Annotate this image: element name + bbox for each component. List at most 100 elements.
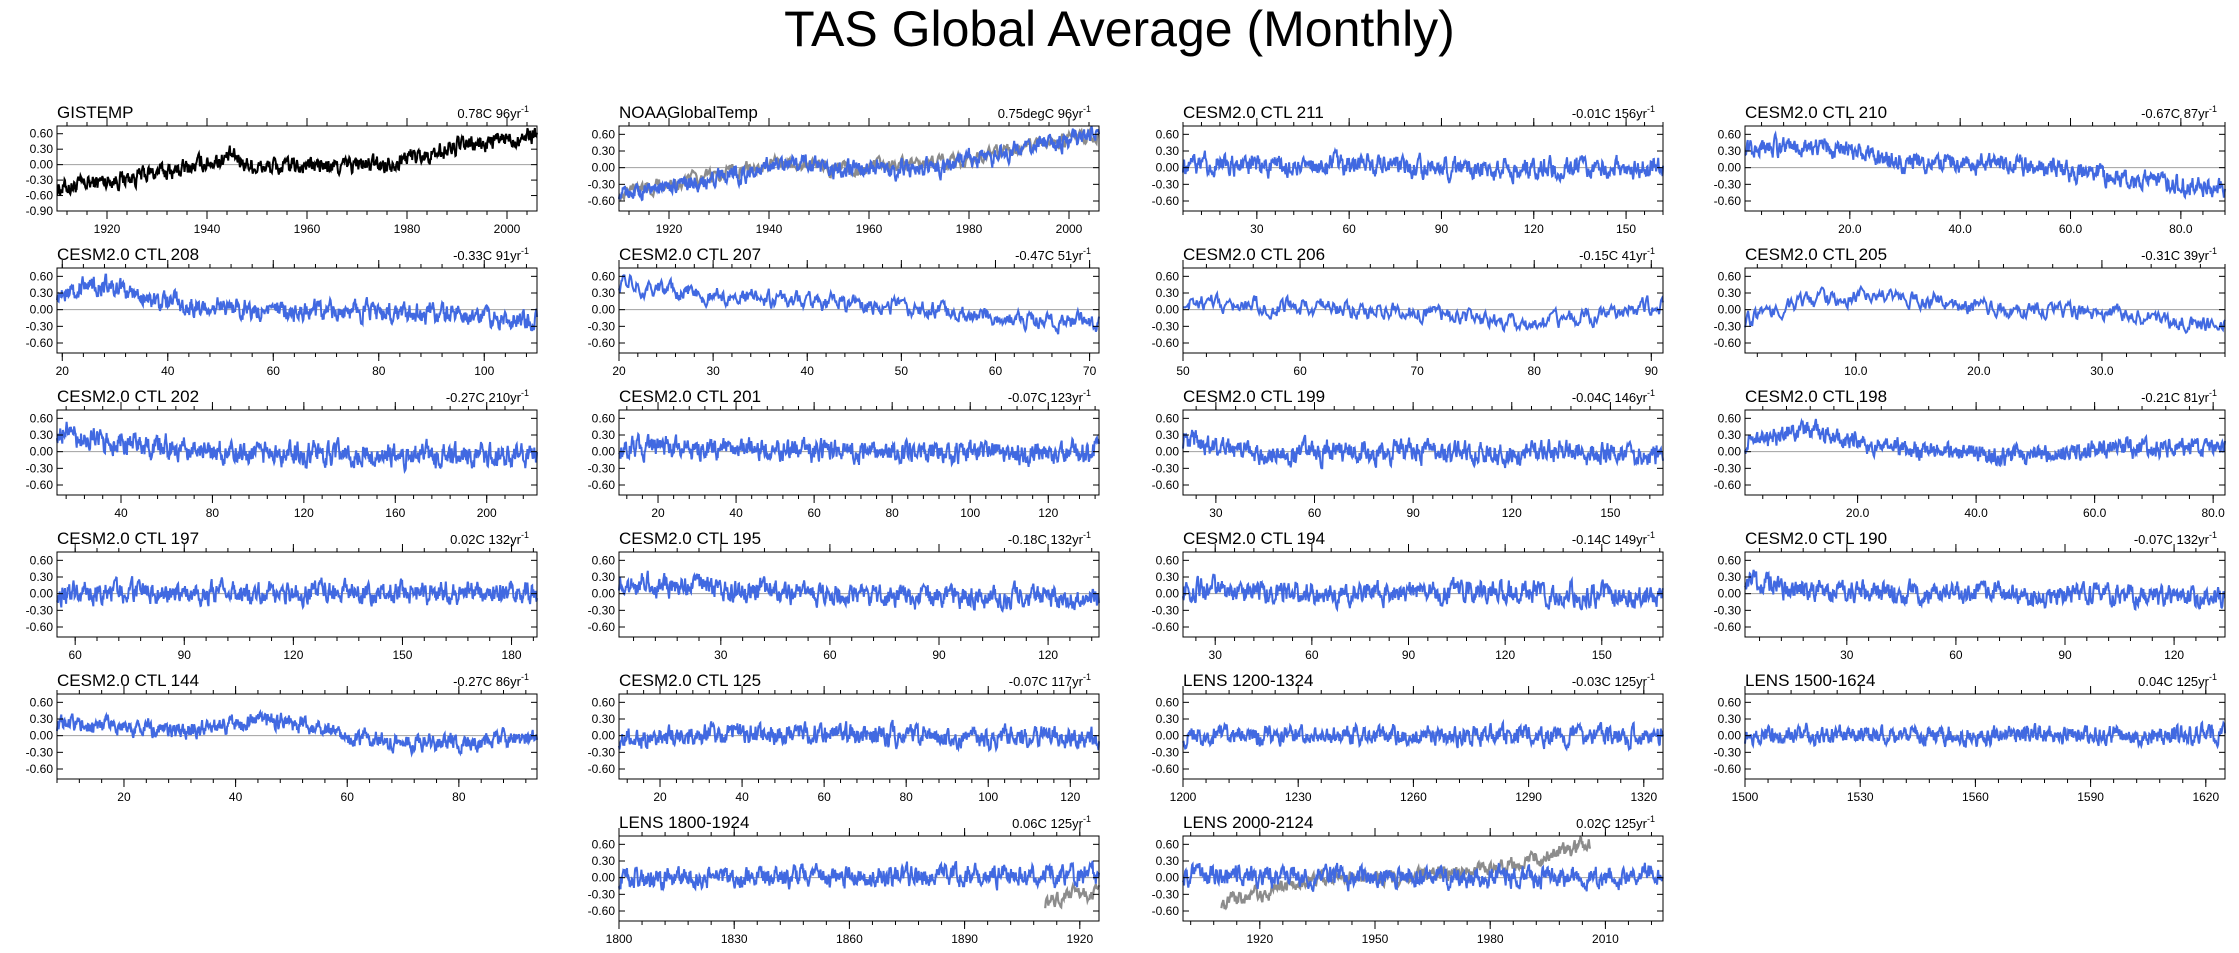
series-line [1182,289,1664,334]
y-tick-label: 0.30 [1718,712,1742,726]
stat-unit-exponent: -1 [1647,388,1655,398]
x-tick-label: 60 [1293,364,1307,378]
x-tick-label: 1830 [721,932,748,946]
plot-frame [1744,409,2226,496]
series-line [56,421,538,475]
y-tick-label: -0.30 [26,461,54,475]
x-tick-label: 1230 [1285,790,1312,804]
x-tick-label: 60 [1342,222,1356,236]
series-line [56,708,538,758]
stat-value: -0.15C 41yr [1579,248,1648,263]
y-tick-label: -0.60 [26,620,54,634]
x-tick-label: 40 [735,790,749,804]
y-tick-label: -0.60 [1714,762,1742,776]
y-tick-label: 0.60 [592,695,616,709]
y-tick-label: 0.30 [1156,712,1180,726]
y-tick-label: 0.00 [592,587,616,601]
x-tick-label: 1500 [1732,790,1759,804]
plot-frame [618,835,1100,922]
y-tick-label: 0.00 [30,303,54,317]
plot-frame [1182,551,1664,638]
series-line [1744,720,2226,750]
x-tick-label: 60 [807,506,821,520]
x-tick-label: 30 [1840,648,1854,662]
panel-17: -0.60 -0.30 0.00 0.30 0.60 20 40 60 80 100 120 CESM… [588,671,1100,804]
series-line [618,570,1100,613]
y-tick-label: -0.60 [588,762,616,776]
x-tick-label: 150 [1600,506,1620,520]
x-tick-label: 1980 [956,222,983,236]
panel-5: -0.60 -0.30 0.00 0.30 0.60 20 30 40 50 60 70 CESM2.… [588,245,1100,378]
panel-title: CESM2.0 CTL 195 [619,529,761,548]
series-line [1744,284,2226,335]
plot-frame [1744,551,2226,638]
y-tick-label: -0.60 [1152,194,1180,208]
panel-title: CESM2.0 CTL 190 [1745,529,1887,548]
x-tick-label: 80 [885,506,899,520]
y-tick-label: 0.60 [30,695,54,709]
y-tick-label: 0.30 [30,712,54,726]
x-tick-label: 30 [1250,222,1264,236]
x-tick-label: 1560 [1962,790,1989,804]
y-tick-label: 0.30 [1156,286,1180,300]
plot-frame [56,267,538,354]
panel-stat: 0.06C 125yr-1 [1012,814,1091,831]
stat-unit-exponent: -1 [521,388,529,398]
stat-value: 0.02C 125yr [1576,816,1647,831]
x-tick-label: 120 [1060,790,1080,804]
x-tick-label: 90 [1645,364,1659,378]
x-tick-label: 1950 [1362,932,1389,946]
x-tick-label: 80 [1528,364,1542,378]
y-tick-label: -0.60 [588,478,616,492]
y-tick-label: 0.60 [30,269,54,283]
panel-16: -0.60 -0.30 0.00 0.30 0.60 20 40 60 80 CESM2.0 CT… [26,671,538,804]
x-tick-label: 120 [1502,506,1522,520]
x-tick-label: 1960 [856,222,883,236]
y-tick-label: -0.60 [26,478,54,492]
y-tick-label: 0.30 [592,286,616,300]
x-tick-label: 30 [706,364,720,378]
y-tick-label: -0.60 [1152,478,1180,492]
stat-value: -0.07C 123yr [1008,390,1084,405]
y-tick-label: -0.30 [588,887,616,901]
y-tick-label: -0.60 [1714,478,1742,492]
x-tick-label: 50 [1176,364,1190,378]
y-tick-label: 0.00 [1156,445,1180,459]
y-tick-label: -0.30 [1152,177,1180,191]
x-tick-label: 100 [960,506,980,520]
series-line [1182,718,1664,752]
panel-stat: -0.21C 81yr-1 [2141,388,2217,405]
panel-title: CESM2.0 CTL 210 [1745,103,1887,122]
figure-title: TAS Global Average (Monthly) [784,1,1455,57]
plot-frame [618,267,1100,354]
panel-title: CESM2.0 CTL 144 [57,671,199,690]
y-tick-label: -0.30 [1152,319,1180,333]
panel-stat: 0.78C 96yr-1 [457,104,529,121]
y-tick-label: -0.60 [1714,620,1742,634]
panel-2: -0.60 -0.30 0.00 0.30 0.60 30 60 90 120 150 CESM2.… [1152,103,1664,236]
stat-unit-exponent: -1 [2209,104,2217,114]
stat-unit-exponent: -1 [1647,530,1655,540]
panel-stat: -0.15C 41yr-1 [1579,246,1655,263]
x-tick-label: 60 [989,364,1003,378]
stat-value: -0.07C 132yr [2134,532,2210,547]
y-tick-label: -0.30 [1714,177,1742,191]
stat-unit-exponent: -1 [1083,388,1091,398]
plot-frame [618,551,1100,638]
plot-frame [1744,125,2226,212]
panel-19: -0.60 -0.30 0.00 0.30 0.60 1500 1530 1560 1590 16… [1714,671,2226,804]
y-tick-label: 0.00 [30,587,54,601]
stat-value: -0.03C 125yr [1572,674,1648,689]
x-tick-label: 120 [2164,648,2184,662]
panel-title: LENS 1800-1924 [619,813,749,832]
panel-stat: -0.67C 87yr-1 [2141,104,2217,121]
panel-title: CESM2.0 CTL 198 [1745,387,1887,406]
x-tick-label: 90 [178,648,192,662]
y-tick-label: -0.60 [26,762,54,776]
panel-stat: -0.14C 149yr-1 [1572,530,1655,547]
y-tick-label: 0.00 [1156,871,1180,885]
y-tick-label: -0.60 [26,189,54,203]
plot-frame [56,125,538,212]
x-tick-label: 60.0 [2059,222,2083,236]
y-tick-label: -0.60 [1714,194,1742,208]
